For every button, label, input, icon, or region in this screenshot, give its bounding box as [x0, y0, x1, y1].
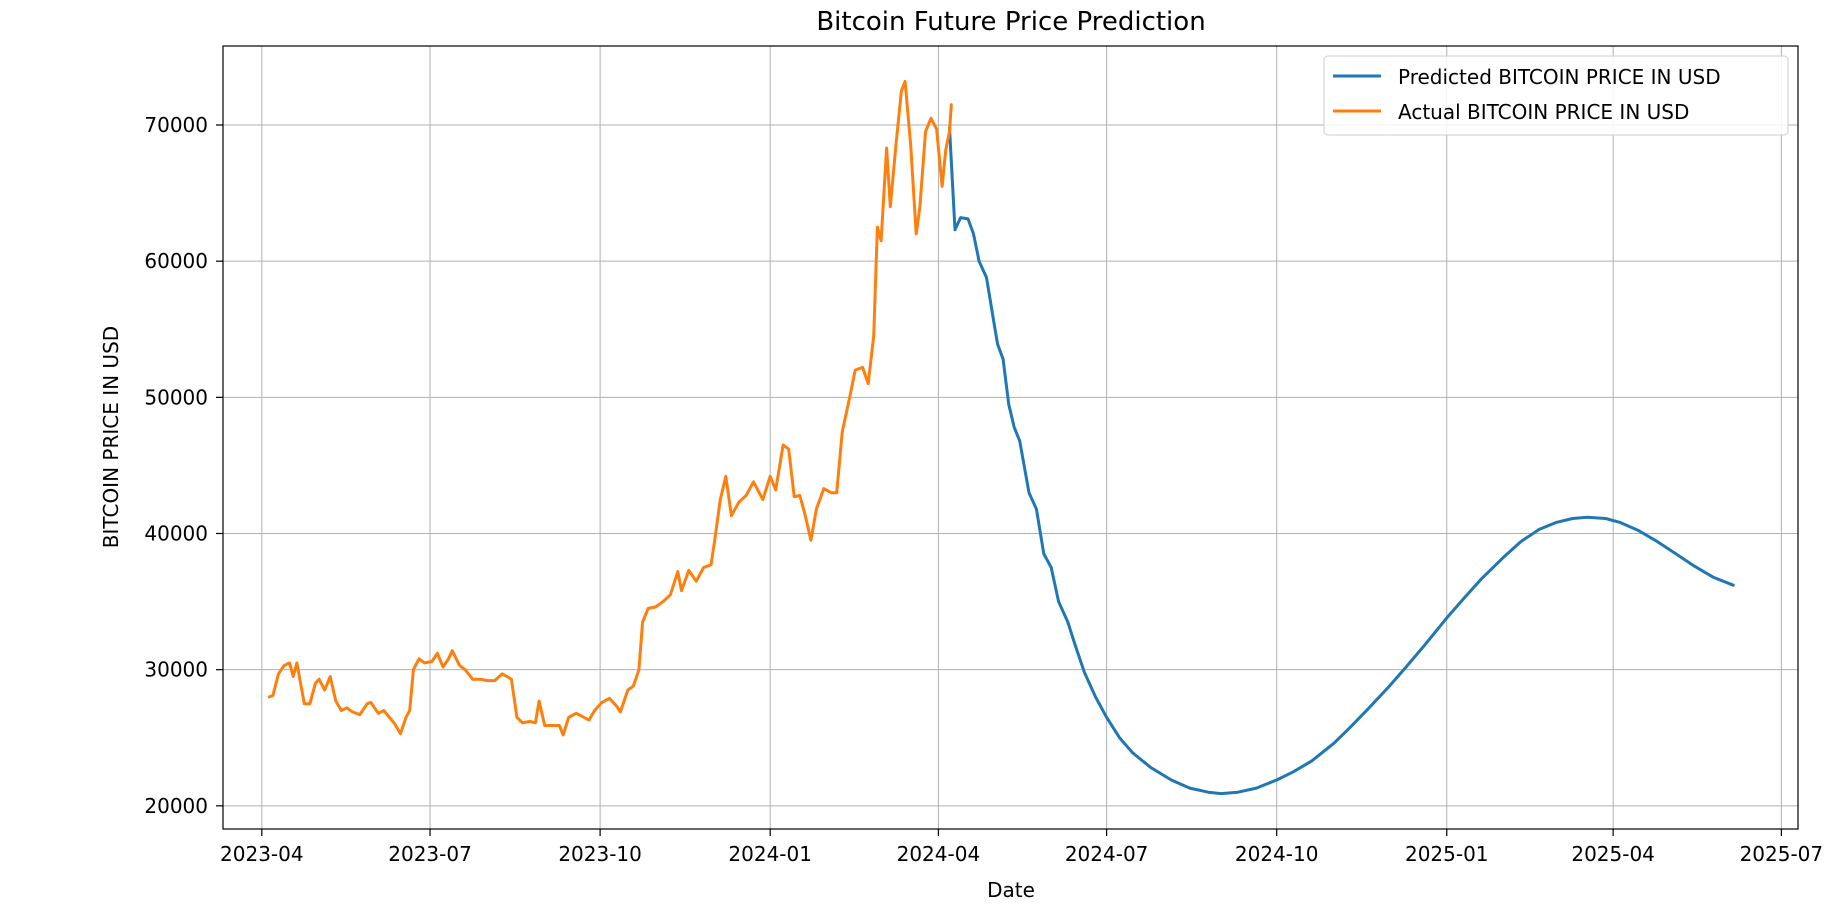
x-tick-label: 2024-04 — [897, 842, 981, 866]
y-tick-label: 20000 — [144, 794, 208, 818]
y-axis-title: BITCOIN PRICE IN USD — [99, 326, 123, 548]
legend-box — [1323, 55, 1789, 136]
axis-ticks: 2023-04 2023-07 2023-10 2024-01 2024-04 2024-… — [144, 113, 1823, 866]
x-tick-label: 2023-10 — [558, 842, 642, 866]
y-tick-label: 50000 — [144, 385, 208, 409]
x-tick-label: 2025-07 — [1740, 842, 1824, 866]
x-tick-label: 2025-04 — [1571, 842, 1655, 866]
legend: Predicted BITCOIN PRICE IN USD Actual BI… — [1323, 55, 1789, 136]
x-tick-label: 2024-01 — [728, 842, 812, 866]
legend-label-actual: Actual BITCOIN PRICE IN USD — [1398, 100, 1689, 124]
chart-title: Bitcoin Future Price Prediction — [816, 7, 1205, 37]
x-tick-label: 2023-04 — [220, 842, 304, 866]
legend-label-predicted: Predicted BITCOIN PRICE IN USD — [1398, 65, 1721, 89]
y-tick-label: 70000 — [144, 113, 208, 137]
x-tick-label: 2025-01 — [1405, 842, 1489, 866]
series-lines — [267, 79, 1735, 796]
x-tick-label: 2024-07 — [1065, 842, 1149, 866]
actual-price-line — [267, 79, 953, 737]
x-tick-label: 2023-07 — [388, 842, 472, 866]
x-tick-label: 2024-10 — [1235, 842, 1319, 866]
y-tick-label: 40000 — [144, 522, 208, 546]
predicted-price-line — [948, 126, 1735, 796]
y-tick-label: 60000 — [144, 249, 208, 273]
x-axis-title: Date — [987, 878, 1035, 902]
y-tick-label: 30000 — [144, 658, 208, 682]
plot-frame — [222, 45, 1799, 830]
